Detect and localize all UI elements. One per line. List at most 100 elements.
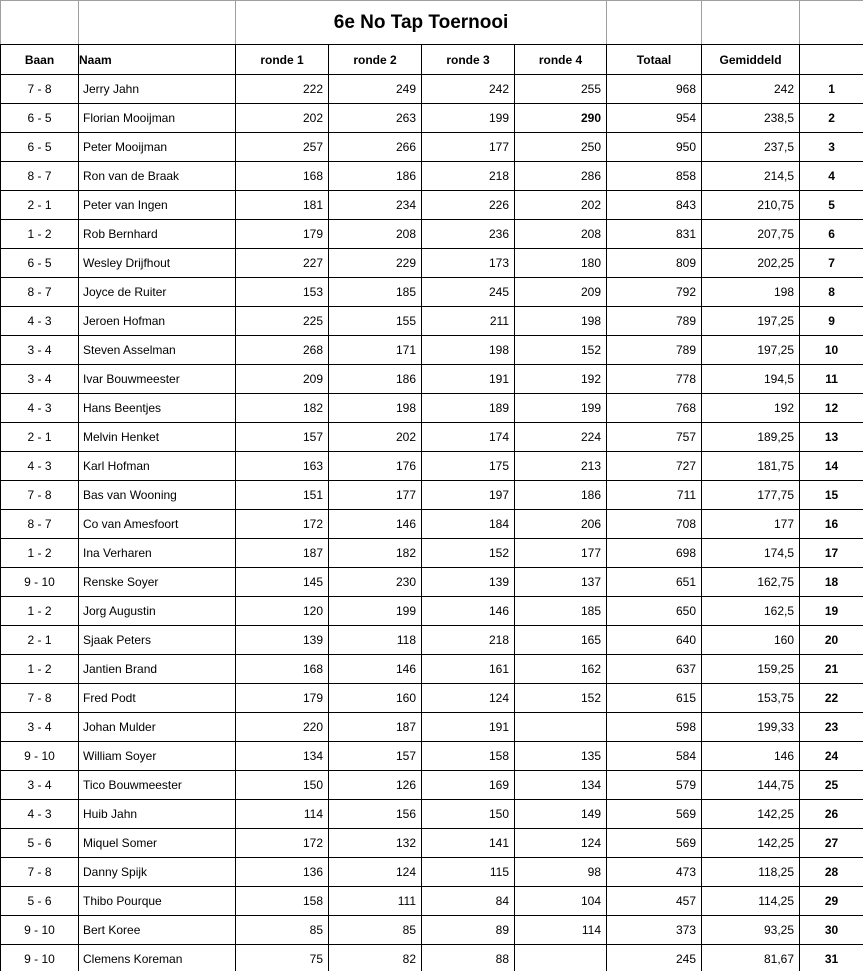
cell-r1[interactable]: 114 (235, 799, 329, 829)
cell-r1[interactable]: 172 (235, 509, 329, 539)
title-spacer-naam[interactable] (78, 0, 236, 45)
cell-naam[interactable]: Tico Bouwmeester (78, 770, 236, 800)
cell-r1[interactable]: 220 (235, 712, 329, 742)
cell-r3[interactable]: 124 (421, 683, 515, 713)
cell-baan[interactable]: 4 - 3 (0, 393, 79, 423)
cell-gemiddeld[interactable]: 207,75 (701, 219, 801, 249)
cell-gemiddeld[interactable]: 177 (701, 509, 801, 539)
cell-r2[interactable]: 229 (328, 248, 422, 278)
cell-gemiddeld[interactable]: 198 (701, 277, 801, 307)
cell-totaal[interactable]: 245 (606, 944, 703, 971)
cell-gemiddeld[interactable]: 197,25 (701, 306, 801, 336)
cell-rank[interactable]: 19 (799, 596, 863, 626)
cell-r2[interactable]: 266 (328, 132, 422, 162)
cell-rank[interactable]: 3 (799, 132, 863, 162)
cell-r2[interactable]: 202 (328, 422, 422, 452)
cell-gemiddeld[interactable]: 162,5 (701, 596, 801, 626)
cell-r4[interactable]: 149 (513, 799, 608, 829)
cell-r1[interactable]: 151 (235, 480, 329, 510)
cell-r4[interactable]: 152 (513, 335, 608, 365)
cell-r4[interactable]: 255 (513, 74, 608, 104)
cell-r2[interactable]: 118 (328, 625, 422, 655)
cell-totaal[interactable]: 711 (606, 480, 703, 510)
cell-r3[interactable]: 152 (421, 538, 515, 568)
cell-totaal[interactable]: 698 (606, 538, 703, 568)
cell-gemiddeld[interactable]: 142,25 (701, 799, 801, 829)
cell-baan[interactable]: 7 - 8 (0, 480, 79, 510)
title-spacer-rank[interactable] (799, 0, 863, 45)
cell-gemiddeld[interactable]: 160 (701, 625, 801, 655)
cell-gemiddeld[interactable]: 159,25 (701, 654, 801, 684)
cell-rank[interactable]: 16 (799, 509, 863, 539)
cell-baan[interactable]: 1 - 2 (0, 538, 79, 568)
cell-totaal[interactable]: 789 (606, 335, 703, 365)
column-header-r3[interactable]: ronde 3 (421, 44, 515, 75)
cell-r2[interactable]: 132 (328, 828, 422, 858)
cell-gemiddeld[interactable]: 162,75 (701, 567, 801, 597)
cell-totaal[interactable]: 768 (606, 393, 703, 423)
cell-totaal[interactable]: 373 (606, 915, 703, 945)
cell-r2[interactable]: 185 (328, 277, 422, 307)
cell-gemiddeld[interactable]: 210,75 (701, 190, 801, 220)
cell-rank[interactable]: 14 (799, 451, 863, 481)
cell-naam[interactable]: Johan Mulder (78, 712, 236, 742)
cell-r1[interactable]: 227 (235, 248, 329, 278)
cell-totaal[interactable]: 650 (606, 596, 703, 626)
cell-r2[interactable]: 157 (328, 741, 422, 771)
cell-naam[interactable]: Thibo Pourque (78, 886, 236, 916)
cell-totaal[interactable]: 584 (606, 741, 703, 771)
cell-r2[interactable]: 171 (328, 335, 422, 365)
cell-rank[interactable]: 10 (799, 335, 863, 365)
cell-baan[interactable]: 9 - 10 (0, 567, 79, 597)
title-spacer-totaal[interactable] (606, 0, 703, 45)
cell-baan[interactable]: 2 - 1 (0, 625, 79, 655)
cell-gemiddeld[interactable]: 146 (701, 741, 801, 771)
title-spacer-gemiddeld[interactable] (701, 0, 801, 45)
cell-r3[interactable]: 174 (421, 422, 515, 452)
cell-r2[interactable]: 186 (328, 161, 422, 191)
cell-r2[interactable]: 155 (328, 306, 422, 336)
cell-gemiddeld[interactable]: 142,25 (701, 828, 801, 858)
cell-r1[interactable]: 202 (235, 103, 329, 133)
cell-totaal[interactable]: 727 (606, 451, 703, 481)
cell-r3[interactable]: 236 (421, 219, 515, 249)
cell-r2[interactable]: 186 (328, 364, 422, 394)
column-header-rank[interactable] (799, 44, 863, 75)
cell-baan[interactable]: 9 - 10 (0, 741, 79, 771)
cell-gemiddeld[interactable]: 192 (701, 393, 801, 423)
cell-baan[interactable]: 5 - 6 (0, 828, 79, 858)
cell-rank[interactable]: 4 (799, 161, 863, 191)
cell-gemiddeld[interactable]: 118,25 (701, 857, 801, 887)
cell-totaal[interactable]: 809 (606, 248, 703, 278)
cell-r3[interactable]: 177 (421, 132, 515, 162)
cell-r1[interactable]: 182 (235, 393, 329, 423)
cell-r1[interactable]: 120 (235, 596, 329, 626)
cell-baan[interactable]: 6 - 5 (0, 248, 79, 278)
cell-r3[interactable]: 158 (421, 741, 515, 771)
cell-r4[interactable]: 152 (513, 683, 608, 713)
cell-baan[interactable]: 8 - 7 (0, 509, 79, 539)
cell-baan[interactable]: 3 - 4 (0, 335, 79, 365)
cell-naam[interactable]: Peter van Ingen (78, 190, 236, 220)
cell-r4[interactable]: 114 (513, 915, 608, 945)
cell-baan[interactable]: 4 - 3 (0, 306, 79, 336)
cell-r2[interactable]: 234 (328, 190, 422, 220)
cell-rank[interactable]: 6 (799, 219, 863, 249)
cell-r4[interactable]: 208 (513, 219, 608, 249)
cell-r3[interactable]: 189 (421, 393, 515, 423)
cell-totaal[interactable]: 778 (606, 364, 703, 394)
cell-gemiddeld[interactable]: 181,75 (701, 451, 801, 481)
cell-gemiddeld[interactable]: 202,25 (701, 248, 801, 278)
cell-naam[interactable]: Wesley Drijfhout (78, 248, 236, 278)
cell-r4[interactable]: 202 (513, 190, 608, 220)
cell-r3[interactable]: 191 (421, 364, 515, 394)
cell-rank[interactable]: 25 (799, 770, 863, 800)
cell-r1[interactable]: 153 (235, 277, 329, 307)
cell-r2[interactable]: 82 (328, 944, 422, 971)
cell-r3[interactable]: 146 (421, 596, 515, 626)
cell-r4[interactable]: 209 (513, 277, 608, 307)
cell-r1[interactable]: 172 (235, 828, 329, 858)
cell-r3[interactable]: 173 (421, 248, 515, 278)
cell-naam[interactable]: Sjaak Peters (78, 625, 236, 655)
cell-r2[interactable]: 230 (328, 567, 422, 597)
